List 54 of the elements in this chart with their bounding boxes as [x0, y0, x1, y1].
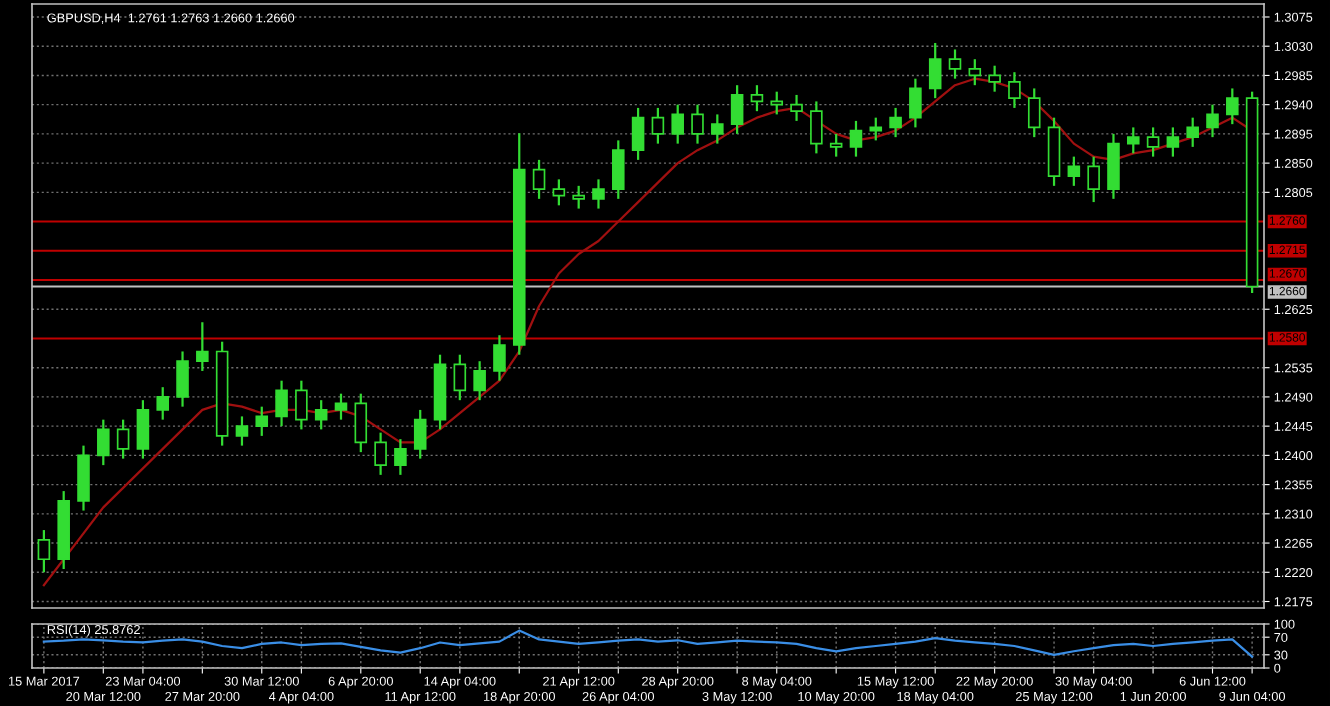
- candlestick: [928, 41, 942, 100]
- candlestick: [374, 431, 387, 476]
- candlestick: [651, 106, 665, 145]
- candlestick: [612, 139, 625, 200]
- candlestick: [196, 321, 209, 373]
- candlestick: [592, 178, 605, 210]
- candlestick: [968, 58, 982, 87]
- candlestick: [314, 399, 328, 431]
- candlestick: [176, 350, 189, 408]
- candlestick: [1226, 87, 1239, 126]
- candlestick: [295, 379, 308, 431]
- candlestick: [37, 528, 51, 574]
- candlestick: [988, 64, 1001, 93]
- candlestick: [235, 415, 249, 447]
- candlestick: [334, 392, 348, 421]
- candlestick: [116, 418, 130, 460]
- candlestick: [1206, 103, 1219, 139]
- candlestick: [1107, 132, 1120, 200]
- candlestick: [909, 77, 922, 129]
- candlestick: [1027, 87, 1041, 139]
- candlestick: [849, 119, 863, 158]
- candlestick: [413, 408, 427, 460]
- candlestick: [1146, 126, 1160, 158]
- candlestick: [829, 132, 843, 158]
- candlestick: [1126, 126, 1140, 155]
- candlestick: [889, 106, 902, 139]
- candlestick: [1087, 155, 1100, 204]
- candlestick: [631, 106, 645, 161]
- candlestick: [711, 113, 724, 145]
- candlestick: [790, 93, 803, 123]
- candlestick: [552, 178, 566, 207]
- candlestick: [97, 418, 110, 467]
- candlestick: [275, 379, 288, 428]
- candlestick: [453, 353, 467, 402]
- candlestick: [493, 334, 506, 382]
- candlestick: [1067, 155, 1081, 187]
- candlestick: [136, 399, 150, 460]
- candlestick: [730, 84, 744, 135]
- candlestick: [1186, 116, 1199, 148]
- candlestick: [1166, 126, 1180, 158]
- candlestick: [255, 405, 269, 437]
- candlestick: [691, 103, 704, 145]
- candlestick: [77, 444, 90, 512]
- candlestick: [354, 392, 368, 454]
- candlestick: [572, 184, 585, 210]
- candlestick: [156, 386, 170, 421]
- candlestick: [1008, 71, 1021, 110]
- candlestick: [394, 438, 407, 476]
- candlestick: [810, 100, 823, 155]
- candlestick: [948, 48, 962, 80]
- candlestick: [750, 84, 764, 113]
- candlestick: [671, 103, 684, 145]
- candlestick: [473, 360, 486, 402]
- candlestick: [532, 158, 546, 200]
